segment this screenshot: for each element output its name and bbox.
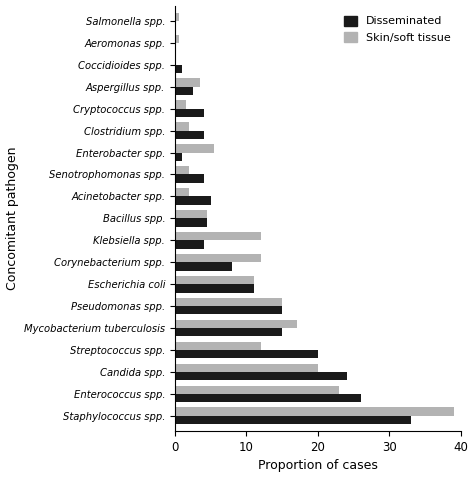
Bar bbox=[175, 218, 207, 227]
Bar bbox=[175, 394, 361, 402]
Bar bbox=[175, 109, 203, 117]
Bar bbox=[175, 87, 193, 95]
Bar bbox=[175, 298, 282, 306]
Bar bbox=[175, 416, 411, 424]
Bar bbox=[175, 372, 346, 380]
Bar bbox=[175, 144, 214, 152]
Bar bbox=[175, 78, 200, 87]
Bar bbox=[175, 152, 182, 161]
Bar bbox=[175, 262, 232, 271]
Y-axis label: Concomitant pathogen: Concomitant pathogen bbox=[6, 147, 18, 290]
Bar bbox=[175, 34, 179, 43]
Bar bbox=[175, 350, 318, 358]
Bar bbox=[175, 130, 203, 139]
Bar bbox=[175, 122, 189, 130]
Bar bbox=[175, 407, 454, 416]
Bar bbox=[175, 320, 297, 328]
Bar bbox=[175, 188, 189, 196]
Bar bbox=[175, 166, 189, 174]
Bar bbox=[175, 254, 261, 262]
Bar bbox=[175, 100, 186, 109]
Bar bbox=[175, 364, 318, 372]
Bar bbox=[175, 65, 182, 73]
Bar bbox=[175, 386, 339, 394]
Bar bbox=[175, 232, 261, 240]
Bar bbox=[175, 276, 254, 284]
Bar bbox=[175, 284, 254, 293]
Bar bbox=[175, 174, 203, 183]
Bar bbox=[175, 196, 211, 205]
Bar bbox=[175, 12, 179, 21]
Bar bbox=[175, 306, 282, 315]
Bar bbox=[175, 240, 203, 249]
X-axis label: Proportion of cases: Proportion of cases bbox=[258, 459, 378, 472]
Bar bbox=[175, 342, 261, 350]
Bar bbox=[175, 328, 282, 337]
Legend: Disseminated, Skin/soft tissue: Disseminated, Skin/soft tissue bbox=[339, 11, 456, 47]
Bar bbox=[175, 210, 207, 218]
